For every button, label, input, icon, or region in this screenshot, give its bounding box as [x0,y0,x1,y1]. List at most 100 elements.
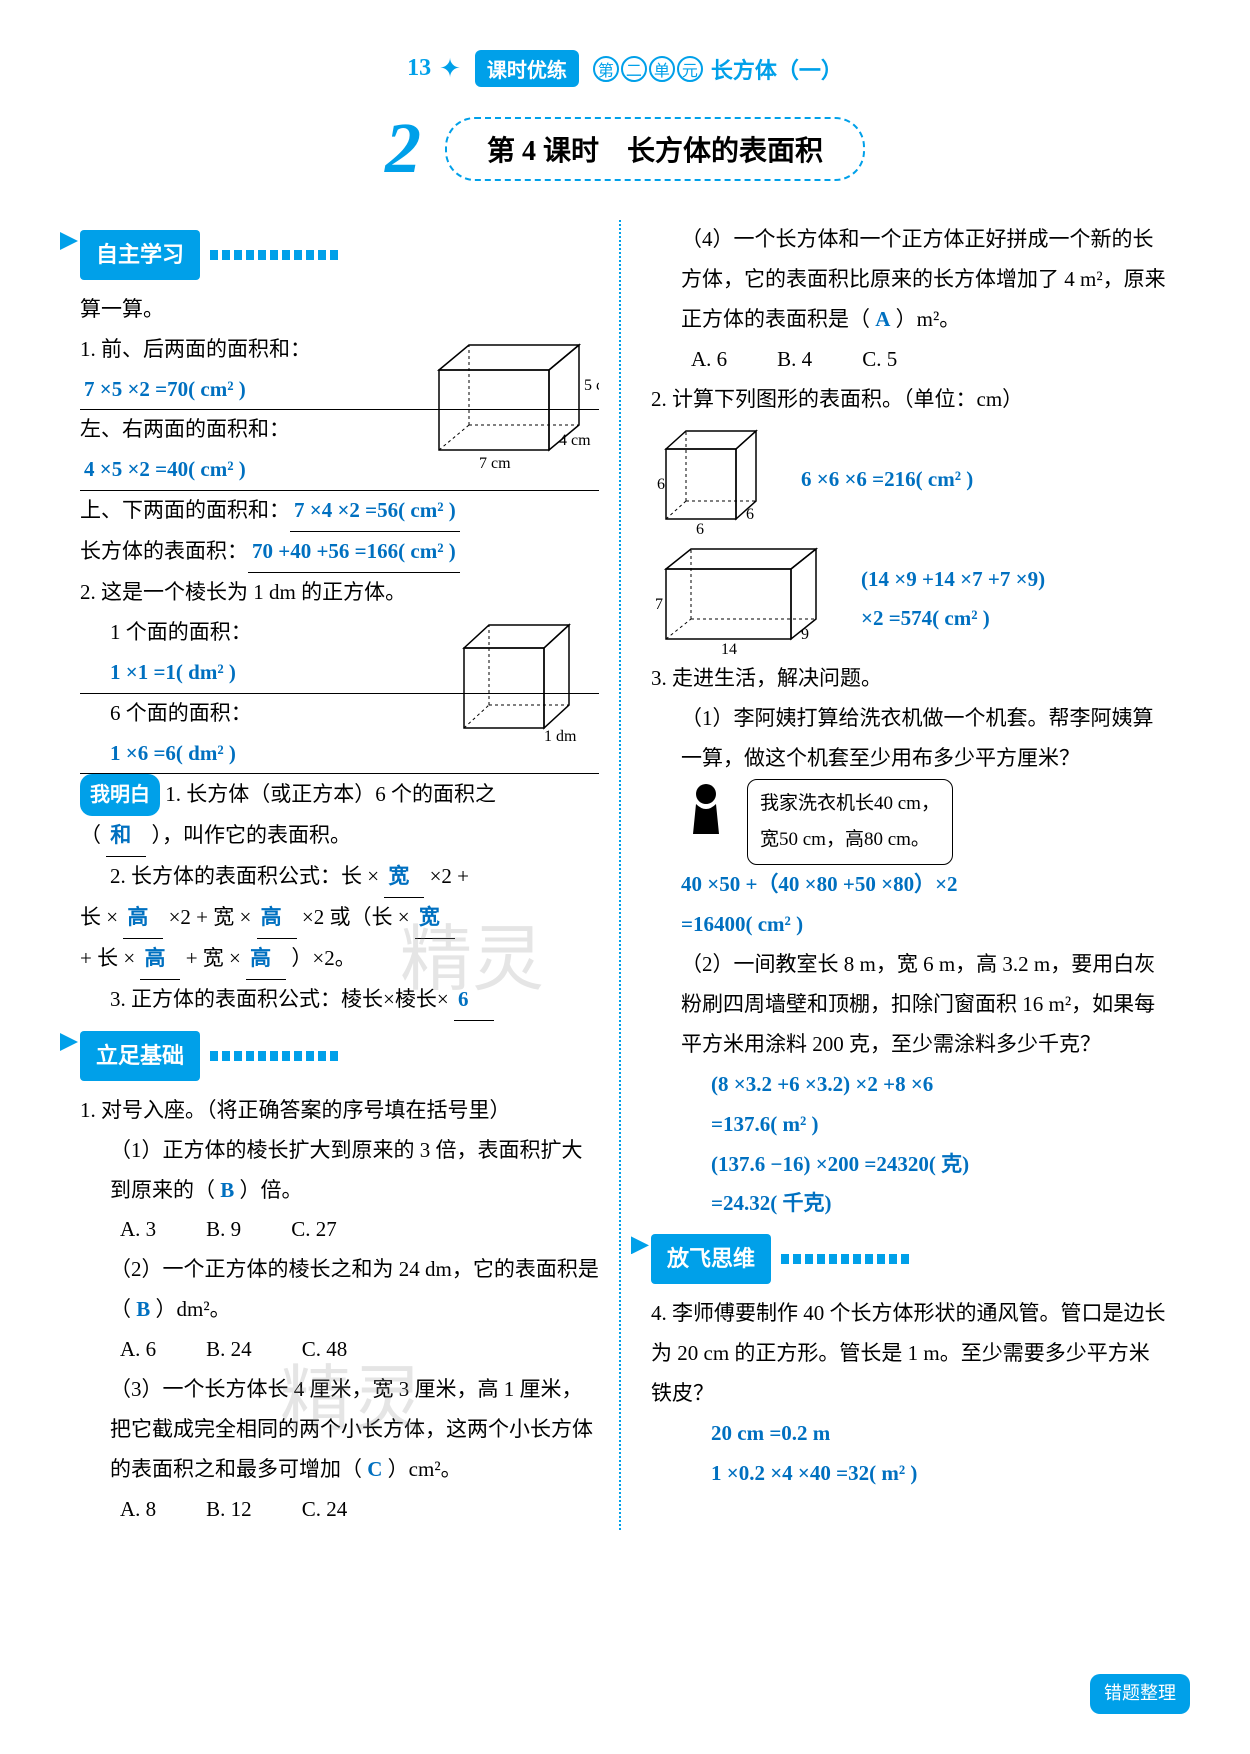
mc4-opt-c: C. 5 [862,340,897,380]
mc2-opt-b: B. 24 [206,1330,252,1370]
header-icon: ✦ [439,54,461,84]
mc2-ans: B [136,1297,150,1321]
cuboid-2-svg: 7 14 9 [651,539,841,659]
section-foundation: 立足基础 [80,1031,200,1081]
page-header: 13 ✦ 课时优练 第 二 单 元 长方体（一） [80,50,1170,87]
svg-text:4 cm: 4 cm [559,432,591,449]
mc3-opts: A. 8 B. 12 C. 24 [80,1490,599,1530]
und3-a: 3. 正方体的表面积公式：棱长×棱长× [110,987,449,1011]
cube2-ans: 6 ×6 ×6 =216( cm² ) [801,460,973,500]
und1-c: ），叫作它的表面积。 [152,823,352,847]
person-icon [681,779,731,849]
und2-g: + 宽 × [186,946,241,970]
mc4-opt-a: A. 6 [691,340,727,380]
circle-4: 元 [677,56,703,82]
mc3-ans: C [367,1457,382,1481]
r-q3-title: 3. 走进生活，解决问题。 [651,659,1170,699]
mc2-end: ）dm²。 [156,1297,231,1321]
mc3-opt-c: C. 24 [302,1490,348,1530]
speech2: 宽50 cm，高80 cm。 [760,822,940,858]
mc1-end: ）倍。 [240,1178,303,1202]
q2-ans2: 1 ×6 =6( dm² ) [110,741,236,765]
cuboid2-ans1: (14 ×9 +14 ×7 +7 ×9) [861,560,1045,600]
mc3-opt-b: B. 12 [206,1490,252,1530]
svg-text:14: 14 [721,641,737,658]
mc4-end: ）m²。 [896,307,961,331]
q3-1-ans1: 40 ×50 +（40 ×80 +50 ×80）×2 [651,865,1170,905]
svg-text:6: 6 [746,506,754,523]
mc1-q: （1）正方体的棱长扩大到原来的 3 倍，表面积扩大到原来的（ [110,1138,583,1202]
r-q3-1: （1）李阿姨打算给洗衣机做一个机套。帮李阿姨算一算，做这个机套至少用布多少平方厘… [651,699,1170,779]
und2-f: + 长 × [80,946,135,970]
und2-d: ×2 + 宽 × [169,905,252,929]
chapter-title: 第 4 课时 长方体的表面积 [445,117,865,181]
und2-h1: 高 [123,898,163,939]
content-columns: 自主学习 算一算。 5 cm 4 cm 7 cm 1. 前、后两面的面积和： 7… [80,220,1170,1530]
mc1-opt-c: C. 27 [291,1210,337,1250]
und2-b: ×2 + [430,864,469,888]
q1-ans3: 7 ×4 ×2 =56( cm² ) [290,491,460,532]
mc-title: 1. 对号入座。（将正确答案的序号填在括号里） [80,1091,599,1131]
understand-badge: 我明白 [80,774,160,816]
circle-3: 单 [649,56,675,82]
svg-text:9: 9 [801,626,809,643]
page-number: 13 [407,55,431,82]
circle-2: 二 [621,56,647,82]
und1-b: （ [80,823,101,847]
header-badge: 课时优练 [475,50,579,87]
speech1: 我家洗衣机长40 cm， [760,786,940,822]
cuboid2-ans2: ×2 =574( cm² ) [861,599,1045,639]
mc4-opts: A. 6 B. 4 C. 5 [651,340,1170,380]
r-q4: 4. 李师傅要制作 40 个长方体形状的通风管。管口是边长为 20 cm 的正方… [651,1294,1170,1414]
q4-ans1: 20 cm =0.2 m [651,1414,1170,1454]
q1-top: 上、下两面的面积和： [80,498,290,522]
q1-ans4: 70 +40 +56 =166( cm² ) [248,532,460,573]
und2-c: 长 × [80,905,118,929]
und1-ans: 和 [106,816,146,857]
q2-label: 2. 这是一个棱长为 1 dm 的正方体。 [80,573,599,613]
r-q2-title: 2. 计算下列图形的表面积。（单位：cm） [651,380,1170,420]
und2-a: 2. 长方体的表面积公式：长 × [110,864,379,888]
mc1-opt-b: B. 9 [206,1210,241,1250]
mc4-ans: A [875,307,890,331]
cube-1-svg: 1 dm [449,613,599,743]
und3-ans: 6 [454,980,494,1021]
circle-1: 第 [593,56,619,82]
q3-2-ans3: (137.6 −16) ×200 =24320( 克) [651,1145,1170,1185]
mc2-opts: A. 6 B. 24 C. 48 [80,1330,599,1370]
mc1-opt-a: A. 3 [120,1210,156,1250]
right-column: （4）一个长方体和一个正方体正好拼成一个新的长方体，它的表面积比原来的长方体增加… [651,220,1170,1530]
svg-text:7 cm: 7 cm [479,455,511,470]
q3-2-ans1: (8 ×3.2 +6 ×3.2) ×2 +8 ×6 [651,1065,1170,1105]
mc3-opt-a: A. 8 [120,1490,156,1530]
q3-2-ans2: =137.6( m² ) [651,1105,1170,1145]
mc3-end: ）cm²。 [388,1457,462,1481]
r-q3-2: （2）一间教室长 8 m，宽 6 m，高 3.2 m，要用白灰粉刷四周墙壁和顶棚… [651,945,1170,1065]
und1-a: 1. 长方体（或正方本）6 个的面积之 [165,782,496,806]
chapter-banner: 2 第 4 课时 长方体的表面积 [80,107,1170,190]
header-right-text: 长方体（一） [711,53,843,85]
mc1-opts: A. 3 B. 9 C. 27 [80,1210,599,1250]
und2-w2: 宽 [415,898,455,939]
footer-badge: 错题整理 [1090,1674,1190,1714]
q1-ans2: 4 ×5 ×2 =40( cm² ) [84,457,246,481]
q3-1-ans2: =16400( cm² ) [651,905,1170,945]
svg-text:7: 7 [655,596,663,613]
mc1-ans: B [220,1178,234,1202]
q4-ans2: 1 ×0.2 ×4 ×40 =32( m² ) [651,1454,1170,1494]
q1-ans1: 7 ×5 ×2 =70( cm² ) [84,377,246,401]
mc4-opt-b: B. 4 [777,340,812,380]
und2-h2: 高 [257,898,297,939]
left-column: 自主学习 算一算。 5 cm 4 cm 7 cm 1. 前、后两面的面积和： 7… [80,220,621,1530]
und2-w1: 宽 [384,857,424,898]
und2-h3: 高 [140,939,180,980]
svg-text:5 cm: 5 cm [584,377,599,394]
q1-total: 长方体的表面积： [80,539,248,563]
chapter-number: 2 [385,107,421,190]
section-self-study: 自主学习 [80,230,200,280]
svg-text:6: 6 [696,521,704,538]
und2-e: ×2 或（长 × [302,905,410,929]
calc-title: 算一算。 [80,290,599,330]
und2-h4: 高 [246,939,286,980]
q2-ans1: 1 ×1 =1( dm² ) [110,660,236,684]
